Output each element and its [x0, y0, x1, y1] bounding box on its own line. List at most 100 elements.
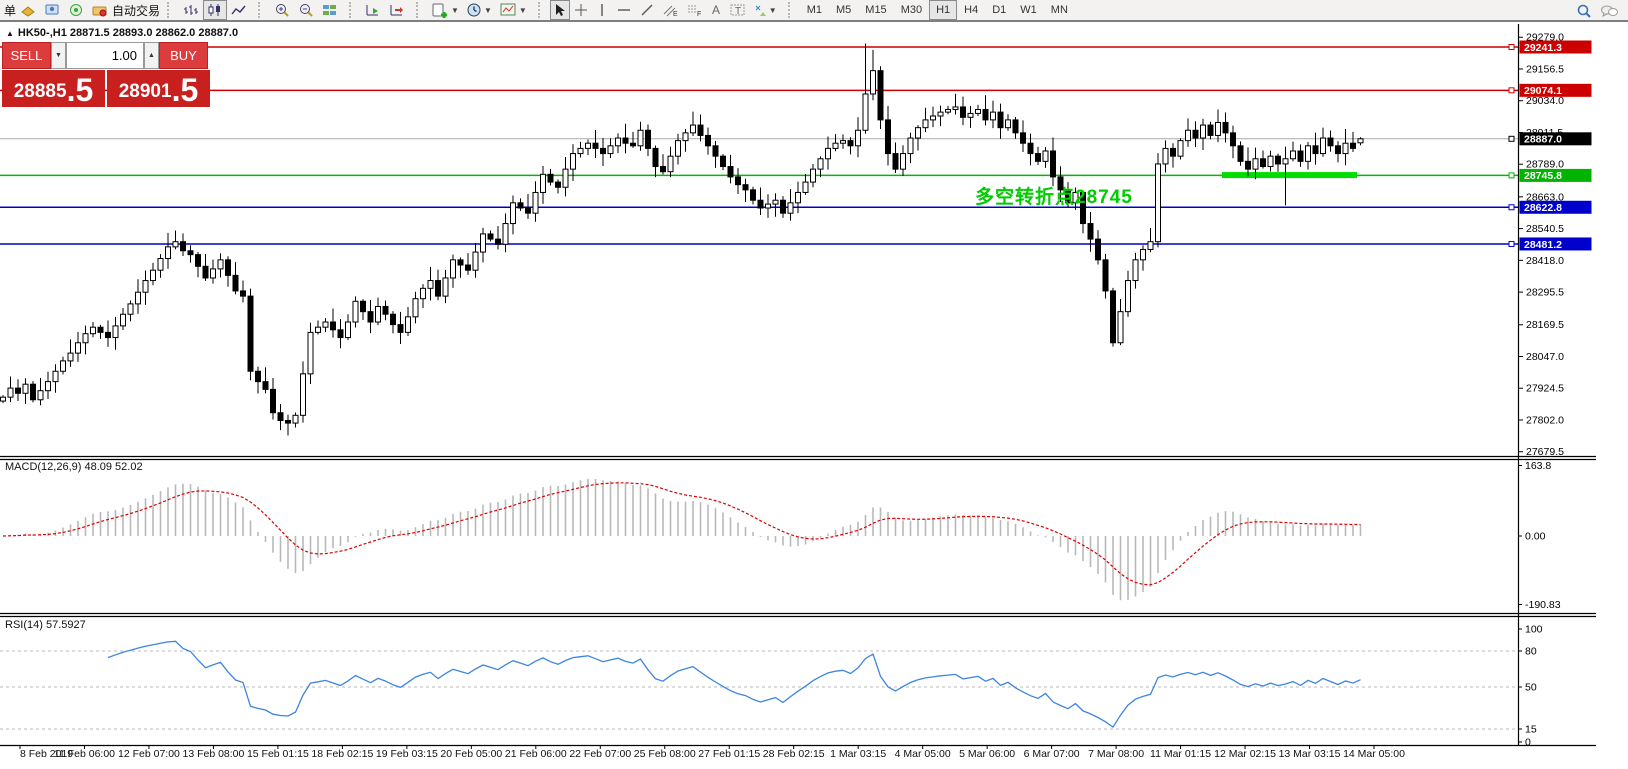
channel-icon[interactable]: E	[658, 0, 682, 20]
zoom-out-icon[interactable]	[294, 0, 318, 20]
order-button-partial[interactable]: 单	[4, 3, 17, 18]
toolbar-objects-group: ▼ ▼ ▼	[424, 0, 535, 21]
svg-text:F: F	[697, 11, 701, 17]
tf-m30[interactable]: M30	[900, 4, 923, 16]
toolbar-grip	[258, 2, 263, 18]
tf-d1[interactable]: D1	[992, 4, 1007, 16]
crosshair-icon[interactable]	[570, 0, 592, 20]
time-axis-label: 21 Feb 06:00	[504, 748, 567, 760]
new-order-icon[interactable]	[16, 0, 40, 20]
tf-m5[interactable]: M5	[836, 4, 852, 16]
tf-w1[interactable]: W1	[1020, 4, 1037, 16]
sell-price-button[interactable]: 28885 .5	[2, 70, 105, 107]
tile-windows-icon[interactable]	[318, 0, 342, 20]
tf-m15[interactable]: M15	[865, 4, 887, 16]
svg-text:28169.5: 28169.5	[1526, 319, 1564, 331]
svg-text:27924.5: 27924.5	[1526, 383, 1564, 395]
sell-price-main: 28885	[13, 81, 67, 102]
toolbar-lines-group: E F A T ▼	[546, 0, 785, 21]
one-click-trading-panel: SELL ▼ ▲ BUY 28885 .5 28901 .5	[2, 42, 210, 107]
volume-down-button[interactable]: ▼	[51, 42, 66, 69]
svg-text:27679.5: 27679.5	[1526, 446, 1564, 458]
time-axis-label: 28 Feb 02:15	[762, 748, 825, 760]
svg-text:29241.3: 29241.3	[1524, 42, 1562, 54]
svg-text:28789.0: 28789.0	[1526, 159, 1564, 171]
vertical-line-icon[interactable]	[592, 0, 612, 20]
svg-text:27802.0: 27802.0	[1526, 414, 1564, 426]
search-icon[interactable]	[1572, 1, 1596, 21]
svg-text:29034.0: 29034.0	[1526, 95, 1564, 107]
svg-text:29156.5: 29156.5	[1526, 63, 1564, 75]
template-icon[interactable]: ▼	[496, 0, 531, 20]
community-icon[interactable]	[40, 0, 64, 20]
shapes-icon[interactable]: ▼	[749, 0, 781, 20]
svg-text:28481.2: 28481.2	[1524, 239, 1562, 251]
horizontal-line-icon[interactable]	[612, 0, 636, 20]
toolbar-standard-group: 单 自动交易	[0, 0, 164, 21]
text-label-icon[interactable]: T	[726, 0, 749, 20]
time-axis-label: 6 Mar 07:00	[1023, 748, 1080, 760]
buy-price-button[interactable]: 28901 .5	[107, 70, 210, 107]
svg-text:100: 100	[1525, 624, 1543, 636]
time-axis-label: 4 Mar 05:00	[894, 748, 951, 760]
text-icon[interactable]: A	[706, 0, 726, 20]
volume-input[interactable]	[66, 42, 144, 69]
time-axis-label: 13 Feb 08:00	[182, 748, 245, 760]
macd-label: MACD(12,26,9) 48.09 52.02	[5, 461, 143, 473]
volume-up-button[interactable]: ▲	[144, 42, 159, 69]
toolbar-zoom-group	[266, 0, 346, 21]
pivot-annotation: 多空转折点28745	[975, 187, 1133, 208]
svg-text:28540.5: 28540.5	[1526, 223, 1564, 235]
time-axis[interactable]: 8 Feb 2019 11 Feb 06:00 12 Feb 07:00 13 Feb…	[0, 747, 1518, 763]
cursor-icon[interactable]	[549, 0, 570, 20]
svg-text:28418.0: 28418.0	[1526, 255, 1564, 267]
toolbar-grip	[787, 2, 793, 18]
chat-icon[interactable]	[1596, 1, 1622, 21]
svg-text:T: T	[735, 6, 741, 17]
bars-chart-icon[interactable]	[179, 0, 203, 20]
time-axis-label: 18 Feb 02:15	[311, 748, 374, 760]
time-axis-label: 7 Mar 08:00	[1088, 748, 1145, 760]
chart-autoscroll-icon[interactable]	[361, 0, 385, 20]
toolbar-scroll-group	[357, 0, 413, 21]
toolbar-grip	[416, 2, 421, 18]
svg-text:28887.0: 28887.0	[1524, 134, 1562, 146]
autotrade-label[interactable]: 自动交易	[112, 3, 161, 18]
chart-shift-icon[interactable]	[385, 0, 409, 20]
svg-text:28745.8: 28745.8	[1524, 170, 1562, 182]
sell-button[interactable]: SELL	[2, 42, 51, 69]
buy-button[interactable]: BUY	[159, 42, 208, 69]
candles-chart-icon[interactable]	[203, 0, 228, 20]
fibonacci-icon[interactable]: F	[682, 0, 706, 20]
new-chart-icon[interactable]: ▼	[428, 0, 463, 20]
svg-text:28047.0: 28047.0	[1526, 351, 1564, 363]
trendline-icon[interactable]	[636, 0, 658, 20]
line-chart-icon[interactable]	[227, 0, 251, 20]
period-clock-icon[interactable]: ▼	[463, 0, 496, 20]
autotrade-icon[interactable]	[88, 0, 112, 20]
time-axis-label: 8 Feb 2019	[20, 748, 74, 760]
toolbar-right-group	[1572, 0, 1622, 22]
time-axis-label: 11 Feb 06:00	[53, 748, 116, 760]
zoom-in-icon[interactable]	[270, 0, 294, 20]
time-axis-label: 13 Mar 03:15	[1278, 748, 1341, 760]
collapse-arrow-icon[interactable]: ▲	[6, 29, 14, 38]
tf-m1[interactable]: M1	[806, 4, 822, 16]
tf-h1[interactable]: H1	[929, 0, 958, 20]
svg-text:28295.5: 28295.5	[1526, 287, 1564, 299]
time-axis-label: 11 Mar 01:15	[1150, 748, 1212, 760]
tf-h4[interactable]: H4	[964, 4, 979, 16]
symbol-info: HK50-,H1 28871.5 28893.0 28862.0 28887.0	[17, 27, 239, 39]
signal-icon[interactable]	[64, 0, 88, 20]
svg-text:163.8: 163.8	[1525, 460, 1551, 472]
svg-text:29074.1: 29074.1	[1524, 85, 1562, 97]
time-axis-label: 1 Mar 03:15	[830, 748, 887, 760]
tf-mn[interactable]: MN	[1050, 4, 1068, 16]
sell-price-frac: .5	[66, 72, 94, 108]
time-axis-label: 20 Feb 05:00	[440, 748, 503, 760]
buy-price-main: 28901	[118, 81, 172, 102]
svg-text:-190.83: -190.83	[1525, 599, 1561, 611]
svg-text:80: 80	[1525, 646, 1537, 658]
